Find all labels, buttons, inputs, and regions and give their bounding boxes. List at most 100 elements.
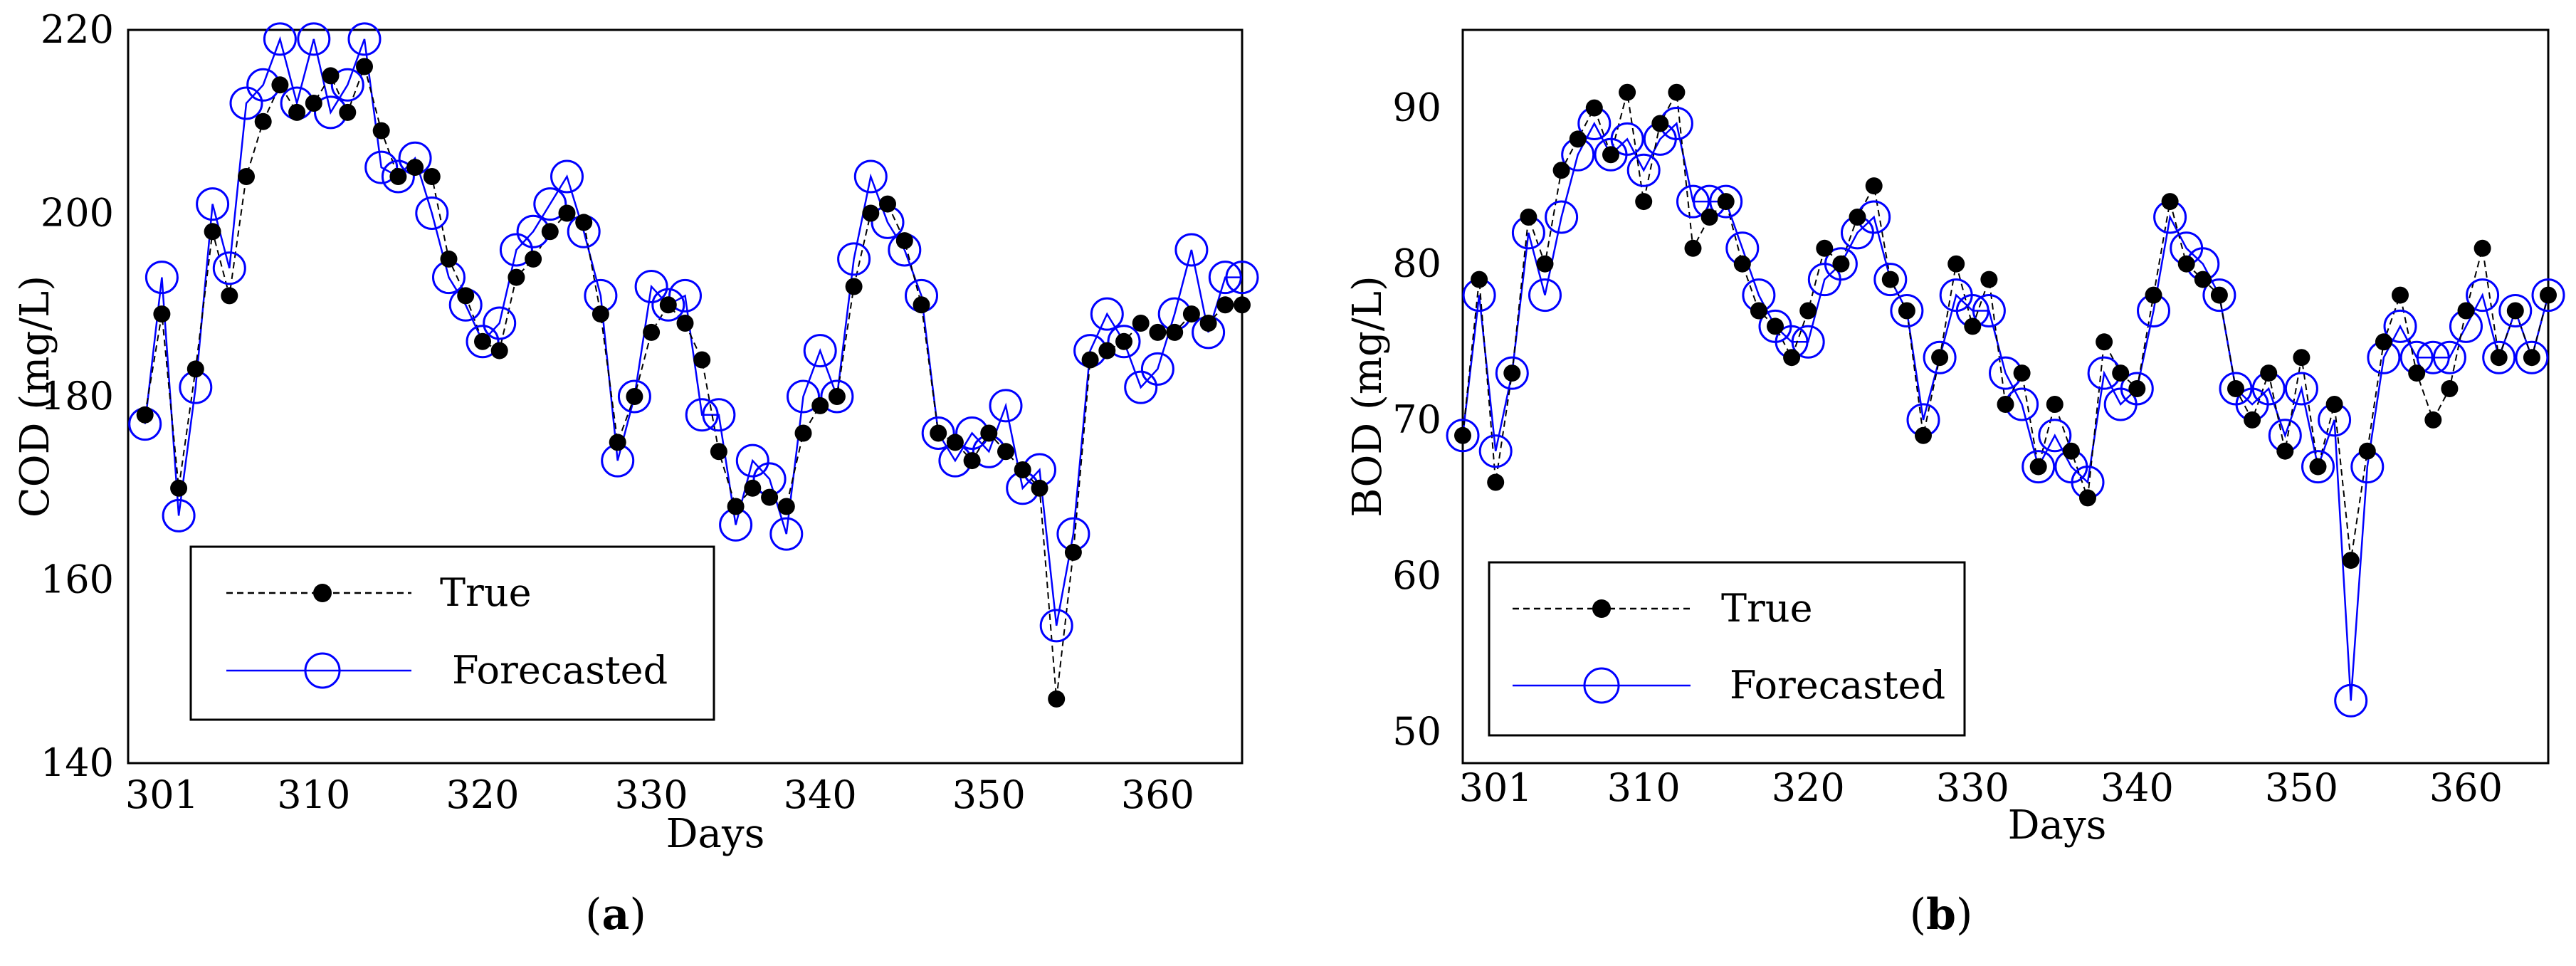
data-point-forecasted bbox=[1140, 352, 1174, 386]
y-tick-label: 180 bbox=[41, 374, 114, 419]
data-point-true bbox=[1536, 255, 1554, 273]
data-point-true bbox=[1048, 690, 1066, 708]
data-point-forecasted bbox=[787, 379, 820, 414]
x-axis-label: Days bbox=[666, 811, 765, 857]
data-point-true bbox=[305, 95, 322, 112]
y-tick-label: 90 bbox=[1392, 85, 1441, 130]
data-point-true bbox=[170, 479, 188, 497]
data-point-true bbox=[609, 434, 626, 451]
data-point-true bbox=[727, 498, 745, 515]
data-point-true bbox=[980, 424, 998, 442]
data-point-forecasted bbox=[1208, 261, 1242, 295]
x-tick-label: 301 bbox=[125, 772, 199, 817]
data-point-true bbox=[1552, 162, 1570, 179]
data-point-true bbox=[1898, 302, 1915, 320]
y-tick-label: 60 bbox=[1392, 553, 1441, 598]
data-point-true bbox=[2029, 458, 2047, 476]
data-point-forecasted bbox=[1545, 200, 1579, 234]
data-point-forecasted bbox=[2022, 450, 2056, 484]
data-point-true bbox=[1964, 317, 1982, 335]
series-layer bbox=[128, 22, 1259, 708]
data-point-forecasted bbox=[1791, 325, 1825, 359]
x-tick-labels: 301 310 320 330 340 350 360 bbox=[125, 772, 1194, 817]
caption-open: ( bbox=[1910, 890, 1926, 940]
data-point-true bbox=[1881, 271, 1899, 288]
data-point-true bbox=[2293, 349, 2310, 367]
data-point-true bbox=[643, 323, 661, 341]
data-point-forecasted bbox=[466, 325, 500, 359]
data-point-forecasted bbox=[1446, 419, 1480, 453]
data-point-true bbox=[895, 232, 913, 250]
data-point-true bbox=[1668, 83, 1686, 101]
data-point-true bbox=[2392, 286, 2409, 304]
legend-label-true: True bbox=[1721, 586, 1813, 631]
data-point-true bbox=[541, 223, 559, 241]
data-point-true bbox=[221, 287, 238, 305]
data-point-true bbox=[1115, 332, 1132, 350]
data-point-forecasted bbox=[617, 379, 651, 414]
data-point-forecasted bbox=[1528, 278, 1562, 313]
y-tick-label: 70 bbox=[1392, 397, 1441, 442]
data-point-true bbox=[2474, 239, 2491, 257]
data-point-true bbox=[356, 58, 373, 75]
caption-close: ) bbox=[1956, 890, 1972, 940]
data-point-true bbox=[2013, 364, 2031, 382]
data-point-forecasted bbox=[1090, 297, 1124, 331]
data-point-true bbox=[238, 168, 255, 185]
data-point-true bbox=[659, 296, 677, 314]
data-point-true bbox=[2161, 193, 2179, 211]
data-point-true bbox=[490, 342, 508, 359]
data-point-true bbox=[2375, 333, 2392, 351]
data-point-true bbox=[1980, 271, 1998, 288]
y-tick-label: 200 bbox=[41, 191, 114, 236]
data-point-true bbox=[963, 452, 981, 470]
y-axis-label: BOD (mg/L) bbox=[1345, 275, 1391, 518]
data-point-true bbox=[592, 305, 609, 323]
data-point-true bbox=[1602, 146, 1619, 164]
data-point-true bbox=[777, 498, 795, 515]
y-axis-label: COD (mg/L) bbox=[12, 275, 58, 518]
data-point-forecasted bbox=[2416, 340, 2450, 374]
data-point-true bbox=[1651, 115, 1669, 132]
x-tick-label: 310 bbox=[277, 772, 350, 817]
data-point-forecasted bbox=[1478, 434, 1513, 468]
data-point-forecasted bbox=[2498, 294, 2533, 327]
data-point-true bbox=[2457, 302, 2475, 320]
x-tick-label: 330 bbox=[615, 772, 688, 817]
data-point-true bbox=[1166, 323, 1184, 341]
data-point-true bbox=[406, 159, 424, 177]
legend: True Forecasted bbox=[1488, 561, 1966, 737]
data-point-true bbox=[1832, 255, 1850, 273]
data-point-true bbox=[1783, 349, 1801, 367]
legend: True Forecasted bbox=[189, 545, 715, 721]
x-tick-label: 350 bbox=[2265, 765, 2338, 810]
data-point-forecasted bbox=[921, 416, 955, 450]
data-point-true bbox=[1849, 209, 1866, 226]
x-tick-label: 301 bbox=[1459, 765, 1533, 810]
data-point-true bbox=[1199, 315, 1217, 332]
chart-panel-b: 50 60 70 80 90 301 310 320 330 340 350 3… bbox=[1345, 28, 2565, 940]
data-point-true bbox=[946, 434, 964, 451]
data-point-true bbox=[2079, 489, 2096, 507]
data-point-forecasted bbox=[2284, 372, 2318, 406]
data-point-forecasted bbox=[2383, 309, 2417, 343]
data-point-forecasted bbox=[144, 261, 179, 295]
data-point-forecasted bbox=[2432, 340, 2466, 374]
data-point-forecasted bbox=[263, 22, 297, 56]
data-point-forecasted bbox=[364, 150, 399, 184]
data-point-true bbox=[1799, 302, 1817, 320]
data-point-forecasted bbox=[702, 398, 736, 432]
data-point-true bbox=[1931, 349, 1949, 367]
data-point-forecasted bbox=[1174, 233, 1209, 267]
data-point-true bbox=[1014, 461, 1031, 478]
data-point-true bbox=[2408, 364, 2426, 382]
data-point-forecasted bbox=[634, 270, 668, 303]
data-point-true bbox=[1619, 83, 1636, 101]
data-point-true bbox=[744, 479, 762, 497]
legend-box bbox=[189, 545, 715, 721]
y-tick-label: 160 bbox=[41, 557, 114, 602]
data-point-forecasted bbox=[483, 306, 517, 340]
data-point-true bbox=[2112, 364, 2130, 382]
data-point-true bbox=[1081, 351, 1099, 369]
legend-label-forecasted: Forecasted bbox=[1730, 663, 1945, 708]
